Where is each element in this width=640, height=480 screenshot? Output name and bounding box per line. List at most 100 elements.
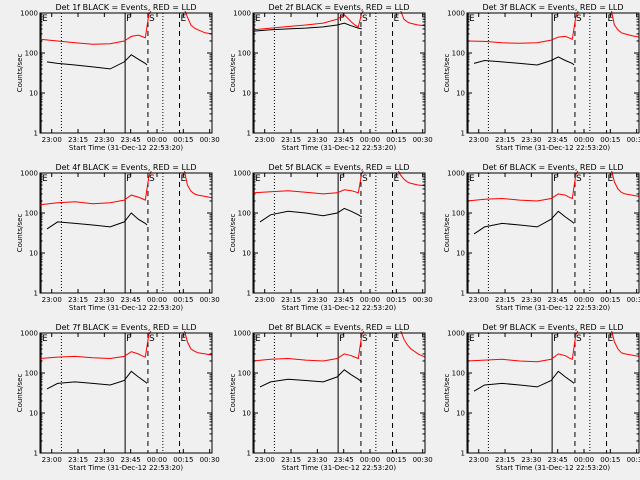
- marker-label: S: [149, 14, 155, 24]
- series-group: [467, 171, 639, 235]
- x-axis-label: Start Time (31-Dec-12 22:53:20): [282, 144, 396, 152]
- series-group: [467, 331, 639, 392]
- marker-label: S: [362, 334, 368, 344]
- red-series-line: [467, 11, 639, 44]
- y-tick-label: 1: [34, 290, 38, 298]
- panel-det-4: Det 4f BLACK = Events, RED = LLD E F S E 1 10 1…: [16, 163, 220, 312]
- y-tick-label: 1000: [20, 330, 38, 338]
- y-tick-label: 1: [247, 450, 251, 458]
- x-axis-label: Start Time (31-Dec-12 22:53:20): [496, 464, 610, 472]
- plot-frame: [252, 172, 426, 294]
- x-tick-label: 23:00: [42, 456, 62, 464]
- panel-det-3: Det 3f BLACK = Events, RED = LLD E F S E 1 10 1…: [443, 3, 640, 152]
- x-tick-label: 23:15: [281, 296, 301, 304]
- y-axis-label: Counts/sec: [443, 374, 451, 413]
- plot-frame: [39, 332, 213, 454]
- panel-title: Det 6f BLACK = Events, RED = LLD: [482, 163, 623, 172]
- y-tick-label: 1: [247, 130, 251, 138]
- marker-label: E: [469, 14, 475, 24]
- y-tick-label: 1: [34, 130, 38, 138]
- y-tick-label: 1000: [447, 330, 465, 338]
- plot-frame: [466, 12, 640, 134]
- panel-title: Det 8f BLACK = Events, RED = LLD: [268, 323, 409, 332]
- marker-label: E: [469, 334, 475, 344]
- y-tick-label: 1000: [233, 170, 251, 178]
- black-series-line: [46, 54, 148, 70]
- x-tick-label: 23:30: [521, 136, 541, 144]
- y-axis-label: Counts/sec: [229, 54, 237, 93]
- x-tick-label: 00:15: [173, 456, 193, 464]
- x-tick-label: 00:15: [600, 136, 620, 144]
- red-series-line: [40, 331, 212, 360]
- marker-label: E: [608, 334, 614, 344]
- x-tick-label: 23:30: [94, 136, 114, 144]
- black-series-line: [253, 22, 362, 32]
- x-tick-label: 23:00: [255, 136, 275, 144]
- x-tick-label: 00:00: [147, 456, 167, 464]
- marker-label: E: [42, 174, 48, 184]
- series-group: [40, 11, 212, 70]
- series-group: [467, 11, 639, 66]
- x-tick-label: 23:45: [548, 136, 568, 144]
- x-axis-label: Start Time (31-Dec-12 22:53:20): [282, 304, 396, 312]
- y-tick-label: 10: [29, 410, 38, 418]
- panel-title: Det 4f BLACK = Events, RED = LLD: [55, 163, 196, 172]
- panel-det-7: Det 7f BLACK = Events, RED = LLD E F S E 1 10 1…: [16, 323, 220, 472]
- x-tick-label: 00:15: [173, 136, 193, 144]
- marker-label: E: [394, 14, 400, 24]
- x-tick-label: 00:00: [574, 136, 594, 144]
- black-series-line: [259, 369, 363, 388]
- marker-label: F: [553, 334, 558, 344]
- x-tick-label: 23:15: [68, 456, 88, 464]
- y-axis-label: Counts/sec: [229, 374, 237, 413]
- panel-title: Det 1f BLACK = Events, RED = LLD: [55, 3, 196, 12]
- y-axis-label: Counts/sec: [443, 214, 451, 253]
- x-axis-label: Start Time (31-Dec-12 22:53:20): [282, 464, 396, 472]
- marker-label: E: [42, 14, 48, 24]
- marker-label: E: [181, 174, 187, 184]
- x-tick-label: 23:00: [255, 456, 275, 464]
- x-tick-label: 00:00: [360, 296, 380, 304]
- x-tick-label: 00:30: [200, 136, 220, 144]
- y-tick-label: 100: [238, 210, 251, 218]
- x-tick-label: 23:15: [68, 296, 88, 304]
- marker-label: F: [339, 174, 344, 184]
- x-tick-label: 23:15: [495, 136, 515, 144]
- series-group: [253, 11, 425, 32]
- x-tick-label: 00:15: [386, 456, 406, 464]
- x-tick-label: 00:30: [627, 136, 640, 144]
- x-tick-label: 00:30: [627, 456, 640, 464]
- y-tick-label: 100: [25, 370, 38, 378]
- x-axis-label: Start Time (31-Dec-12 22:53:20): [496, 144, 610, 152]
- x-tick-label: 00:30: [200, 456, 220, 464]
- x-tick-label: 00:00: [147, 136, 167, 144]
- marker-label: E: [608, 174, 614, 184]
- x-tick-label: 23:45: [548, 456, 568, 464]
- x-tick-label: 00:15: [600, 456, 620, 464]
- y-tick-label: 1000: [447, 10, 465, 18]
- marker-label: S: [149, 334, 155, 344]
- marker-label: E: [469, 174, 475, 184]
- marker-label: E: [255, 174, 261, 184]
- panel-title: Det 2f BLACK = Events, RED = LLD: [268, 3, 409, 12]
- marker-label: S: [576, 14, 582, 24]
- marker-label: S: [576, 334, 582, 344]
- x-tick-label: 23:15: [281, 456, 301, 464]
- x-tick-label: 23:30: [94, 456, 114, 464]
- y-tick-label: 100: [238, 370, 251, 378]
- y-tick-label: 10: [242, 250, 251, 258]
- panel-det-1: Det 1f BLACK = Events, RED = LLD E F S E 1 10 1…: [16, 3, 220, 152]
- plot-frame: [252, 332, 426, 454]
- x-tick-label: 23:00: [42, 296, 62, 304]
- x-axis-label: Start Time (31-Dec-12 22:53:20): [69, 144, 183, 152]
- x-tick-label: 00:30: [413, 296, 433, 304]
- y-tick-label: 100: [452, 370, 465, 378]
- x-tick-label: 23:45: [334, 136, 354, 144]
- x-tick-label: 00:00: [360, 136, 380, 144]
- x-tick-label: 00:00: [574, 296, 594, 304]
- x-tick-label: 23:15: [281, 136, 301, 144]
- marker-label: S: [149, 174, 155, 184]
- y-tick-label: 1: [247, 290, 251, 298]
- x-axis-label: Start Time (31-Dec-12 22:53:20): [496, 304, 610, 312]
